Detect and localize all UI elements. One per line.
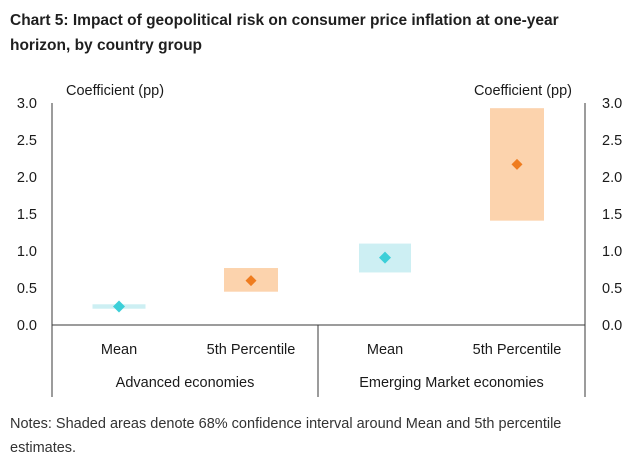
y-tick-label-right: 1.5 — [602, 207, 622, 223]
y-tick-label-left: 0.0 — [17, 318, 37, 334]
chart-area: 0.0 0.0 0.5 0.5 1.0 1.0 1.5 1.5 2.0 2.0 2.5 2.5 3.0 3… — [17, 83, 622, 397]
y-tick-label-left: 1.0 — [17, 244, 37, 260]
y-tick-label-left: 0.5 — [17, 281, 37, 297]
estimate-marker-3 — [379, 251, 391, 264]
y-tick-label-right: 1.0 — [602, 244, 622, 260]
category-label: Mean — [367, 342, 403, 358]
y-tick-label-left: 2.5 — [17, 133, 37, 149]
chart-notes: Notes: Shaded areas denote 68% confidenc… — [10, 416, 562, 456]
chart-title: Chart 5: Impact of geopolitical risk on … — [10, 12, 559, 54]
group-label: Advanced economies — [116, 375, 255, 391]
y-tick-label-right: 0.5 — [602, 281, 622, 297]
category-label: 5th Percentile — [207, 342, 296, 358]
y-tick-label-right: 3.0 — [602, 96, 622, 112]
y-axis-label-left: Coefficient (pp) — [66, 83, 164, 99]
y-tick-label-left: 3.0 — [17, 96, 37, 112]
y-tick-label-right: 0.0 — [602, 318, 622, 334]
y-tick-label-right: 2.5 — [602, 133, 622, 149]
y-tick-label-left: 2.0 — [17, 170, 37, 186]
category-label: Mean — [101, 342, 137, 358]
category-label: 5th Percentile — [473, 342, 562, 358]
y-tick-label-right: 2.0 — [602, 170, 622, 186]
y-tick-label-left: 1.5 — [17, 207, 37, 223]
estimate-marker-4 — [511, 158, 523, 170]
y-axis-label-right: Coefficient (pp) — [474, 83, 572, 99]
group-label: Emerging Market economies — [359, 375, 544, 391]
estimate-marker-2 — [245, 275, 257, 287]
estimate-marker-1 — [113, 300, 125, 313]
